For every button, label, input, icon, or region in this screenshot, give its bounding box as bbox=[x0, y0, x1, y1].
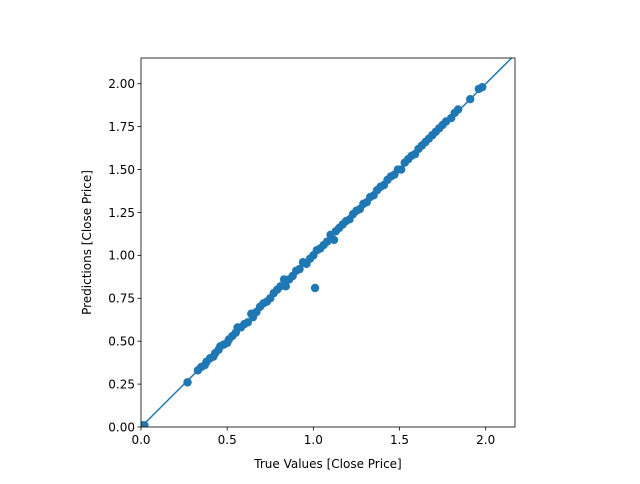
x-tick-label: 0.5 bbox=[218, 433, 237, 447]
y-axis-label: Predictions [Close Price] bbox=[80, 170, 94, 315]
x-tick-label: 2.0 bbox=[476, 433, 495, 447]
x-tick-label: 0.0 bbox=[131, 433, 150, 447]
x-tick-label: 1.5 bbox=[390, 433, 409, 447]
reference-line bbox=[141, 58, 513, 427]
y-tick-label: 1.00 bbox=[108, 249, 135, 263]
data-point bbox=[183, 378, 192, 387]
data-point bbox=[453, 105, 463, 114]
y-tick-label: 0.75 bbox=[108, 292, 135, 306]
data-point bbox=[141, 421, 149, 427]
x-axis-label: True Values [Close Price] bbox=[253, 457, 401, 471]
data-point bbox=[243, 318, 253, 327]
y-tick-label: 0.00 bbox=[108, 420, 135, 434]
y-tick-label: 0.50 bbox=[108, 334, 135, 348]
data-points bbox=[141, 58, 513, 427]
axes: 0.0 0.5 1.0 1.5 2.0 0.00 0.25 0.50 0.75 1.00 1.25 1… bbox=[108, 57, 516, 447]
data-point bbox=[310, 283, 320, 293]
y-tick-label: 2.00 bbox=[108, 77, 135, 91]
y-tick-label: 1.25 bbox=[108, 206, 135, 220]
plot-frame bbox=[140, 57, 516, 428]
y-tick-label: 1.75 bbox=[108, 120, 135, 134]
y-tick-label: 0.25 bbox=[108, 377, 135, 391]
data-point bbox=[397, 165, 406, 174]
x-tick-label: 1.0 bbox=[304, 433, 323, 447]
y-tick-label: 1.50 bbox=[108, 163, 135, 177]
